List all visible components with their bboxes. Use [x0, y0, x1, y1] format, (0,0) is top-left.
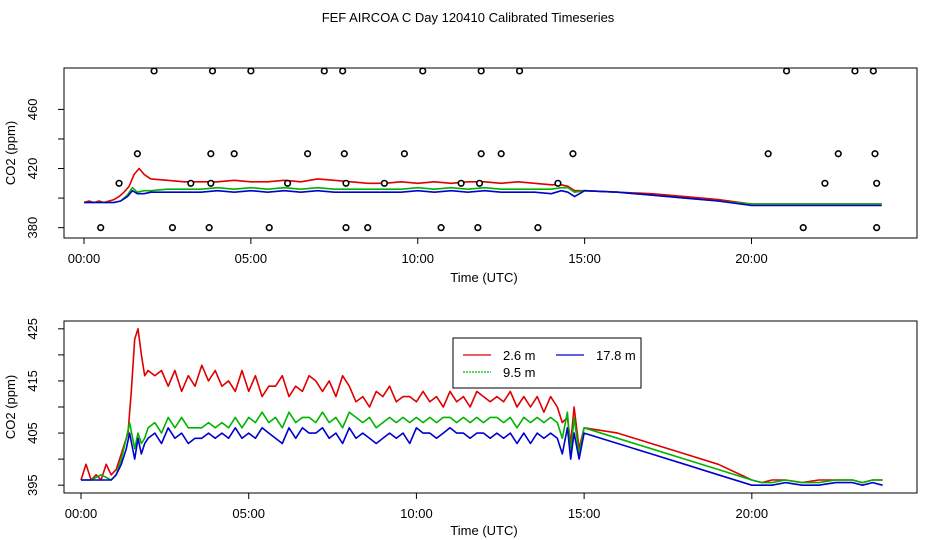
top-xtick-label-10: 10:00: [401, 251, 434, 266]
calibration-point: [782, 67, 791, 75]
bot-series-line-9-5-m: [81, 411, 883, 484]
calibration-point: [380, 179, 388, 187]
calibration-point: [364, 224, 372, 232]
calibration-point: [230, 150, 238, 158]
calibration-point: [474, 224, 482, 232]
bot-series-line-2-6-m: [80, 327, 883, 484]
top-ytick-label-380: 380: [25, 217, 40, 239]
calibration-point: [115, 179, 123, 187]
calibration-point: [851, 67, 859, 75]
calibration-point: [554, 179, 562, 187]
calibration-point: [339, 67, 347, 75]
bottom-y-axis-label: CO2 (ppm): [3, 375, 18, 439]
calibration-point: [534, 224, 542, 232]
top-series-line-17-8-m: [84, 189, 882, 207]
bot-xtick-label-15: 15:00: [568, 506, 601, 521]
calibration-point: [834, 150, 842, 158]
calibration-point: [133, 150, 141, 158]
top-plot-frame: [63, 67, 918, 239]
calibration-point: [515, 67, 524, 75]
bottom-y-axis: 395 405 415 425: [25, 318, 64, 496]
bottom-x-axis: 00:00 05:00 10:00 15:00 20:00: [65, 493, 768, 521]
calibration-point: [207, 179, 215, 187]
calibration-point: [265, 224, 273, 232]
calibration-point: [340, 150, 348, 158]
calibration-point: [477, 67, 485, 75]
top-ytick-label-420: 420: [25, 158, 40, 180]
calibration-point: [873, 224, 881, 232]
calibration-point: [400, 150, 409, 158]
bot-ytick-label-405: 405: [25, 422, 40, 444]
bot-series-line-17-8-m: [81, 426, 883, 487]
bottom-x-axis-label: Time (UTC): [450, 523, 517, 538]
calibration-point: [457, 179, 465, 187]
bottom-series-lines: [80, 327, 883, 487]
calibration-point: [475, 179, 484, 187]
top-xtick-label-5: 05:00: [235, 251, 268, 266]
calibration-point: [283, 179, 292, 187]
calibration-point: [342, 179, 350, 187]
top-y-axis: 380 420 460: [25, 99, 64, 239]
bot-xtick-label-0: 00:00: [65, 506, 98, 521]
calibration-point: [187, 179, 195, 187]
calibration-point: [419, 67, 427, 75]
calibration-point: [304, 150, 312, 158]
calibration-point: [497, 150, 505, 158]
bot-xtick-label-20: 20:00: [736, 506, 769, 521]
legend-label-2-6m: 2.6 m: [503, 348, 536, 363]
top-series-line-2-6-m: [83, 167, 882, 205]
calibration-point: [764, 150, 772, 158]
bottom-timeseries-panel: 395 405 415 425 00:00 05:00 10:00 15:00 20:00 T…: [3, 318, 918, 538]
bot-xtick-label-10: 10:00: [400, 506, 433, 521]
top-x-axis: 00:00 05:00 10:00 15:00 20:00: [68, 238, 768, 266]
top-ytick-label-460: 460: [25, 99, 40, 121]
bot-ytick-label-415: 415: [25, 370, 40, 392]
legend: 2.6 m 17.8 m 9.5 m: [452, 337, 642, 389]
calibration-point: [97, 224, 105, 232]
legend-box: [452, 337, 642, 389]
calibration-point: [208, 67, 217, 75]
top-y-axis-label: CO2 (ppm): [3, 121, 18, 185]
calibration-point: [821, 179, 829, 187]
top-calibration-points: [97, 67, 881, 232]
bot-ytick-label-425: 425: [25, 318, 40, 340]
calibration-point: [247, 67, 255, 75]
calibration-point: [342, 224, 350, 232]
page-title: FEF AIRCOA C Day 120410 Calibrated Times…: [322, 10, 615, 25]
legend-label-9-5m: 9.5 m: [503, 365, 536, 380]
calibration-point: [799, 224, 807, 232]
calibration-point: [873, 179, 881, 187]
calibration-point: [477, 150, 485, 158]
top-xtick-label-20: 20:00: [735, 251, 768, 266]
calibration-point: [205, 224, 213, 232]
calibration-point: [150, 67, 158, 75]
calibration-point: [320, 67, 328, 75]
bot-ytick-label-395: 395: [25, 474, 40, 496]
calibration-point: [871, 150, 879, 158]
legend-label-17-8m: 17.8 m: [596, 348, 636, 363]
top-calibration-panel: 380 420 460 00:00 05:00 10:00 15:00 20:00 Time…: [3, 67, 918, 285]
calibration-point: [437, 224, 445, 232]
top-series-lines: [83, 167, 882, 207]
top-xtick-label-0: 00:00: [68, 251, 101, 266]
calibration-point: [168, 224, 177, 232]
top-x-axis-label: Time (UTC): [450, 270, 517, 285]
bot-xtick-label-5: 05:00: [232, 506, 265, 521]
top-xtick-label-15: 15:00: [568, 251, 601, 266]
calibration-point: [569, 150, 577, 158]
calibration-point: [207, 150, 215, 158]
calibration-point: [869, 67, 877, 75]
